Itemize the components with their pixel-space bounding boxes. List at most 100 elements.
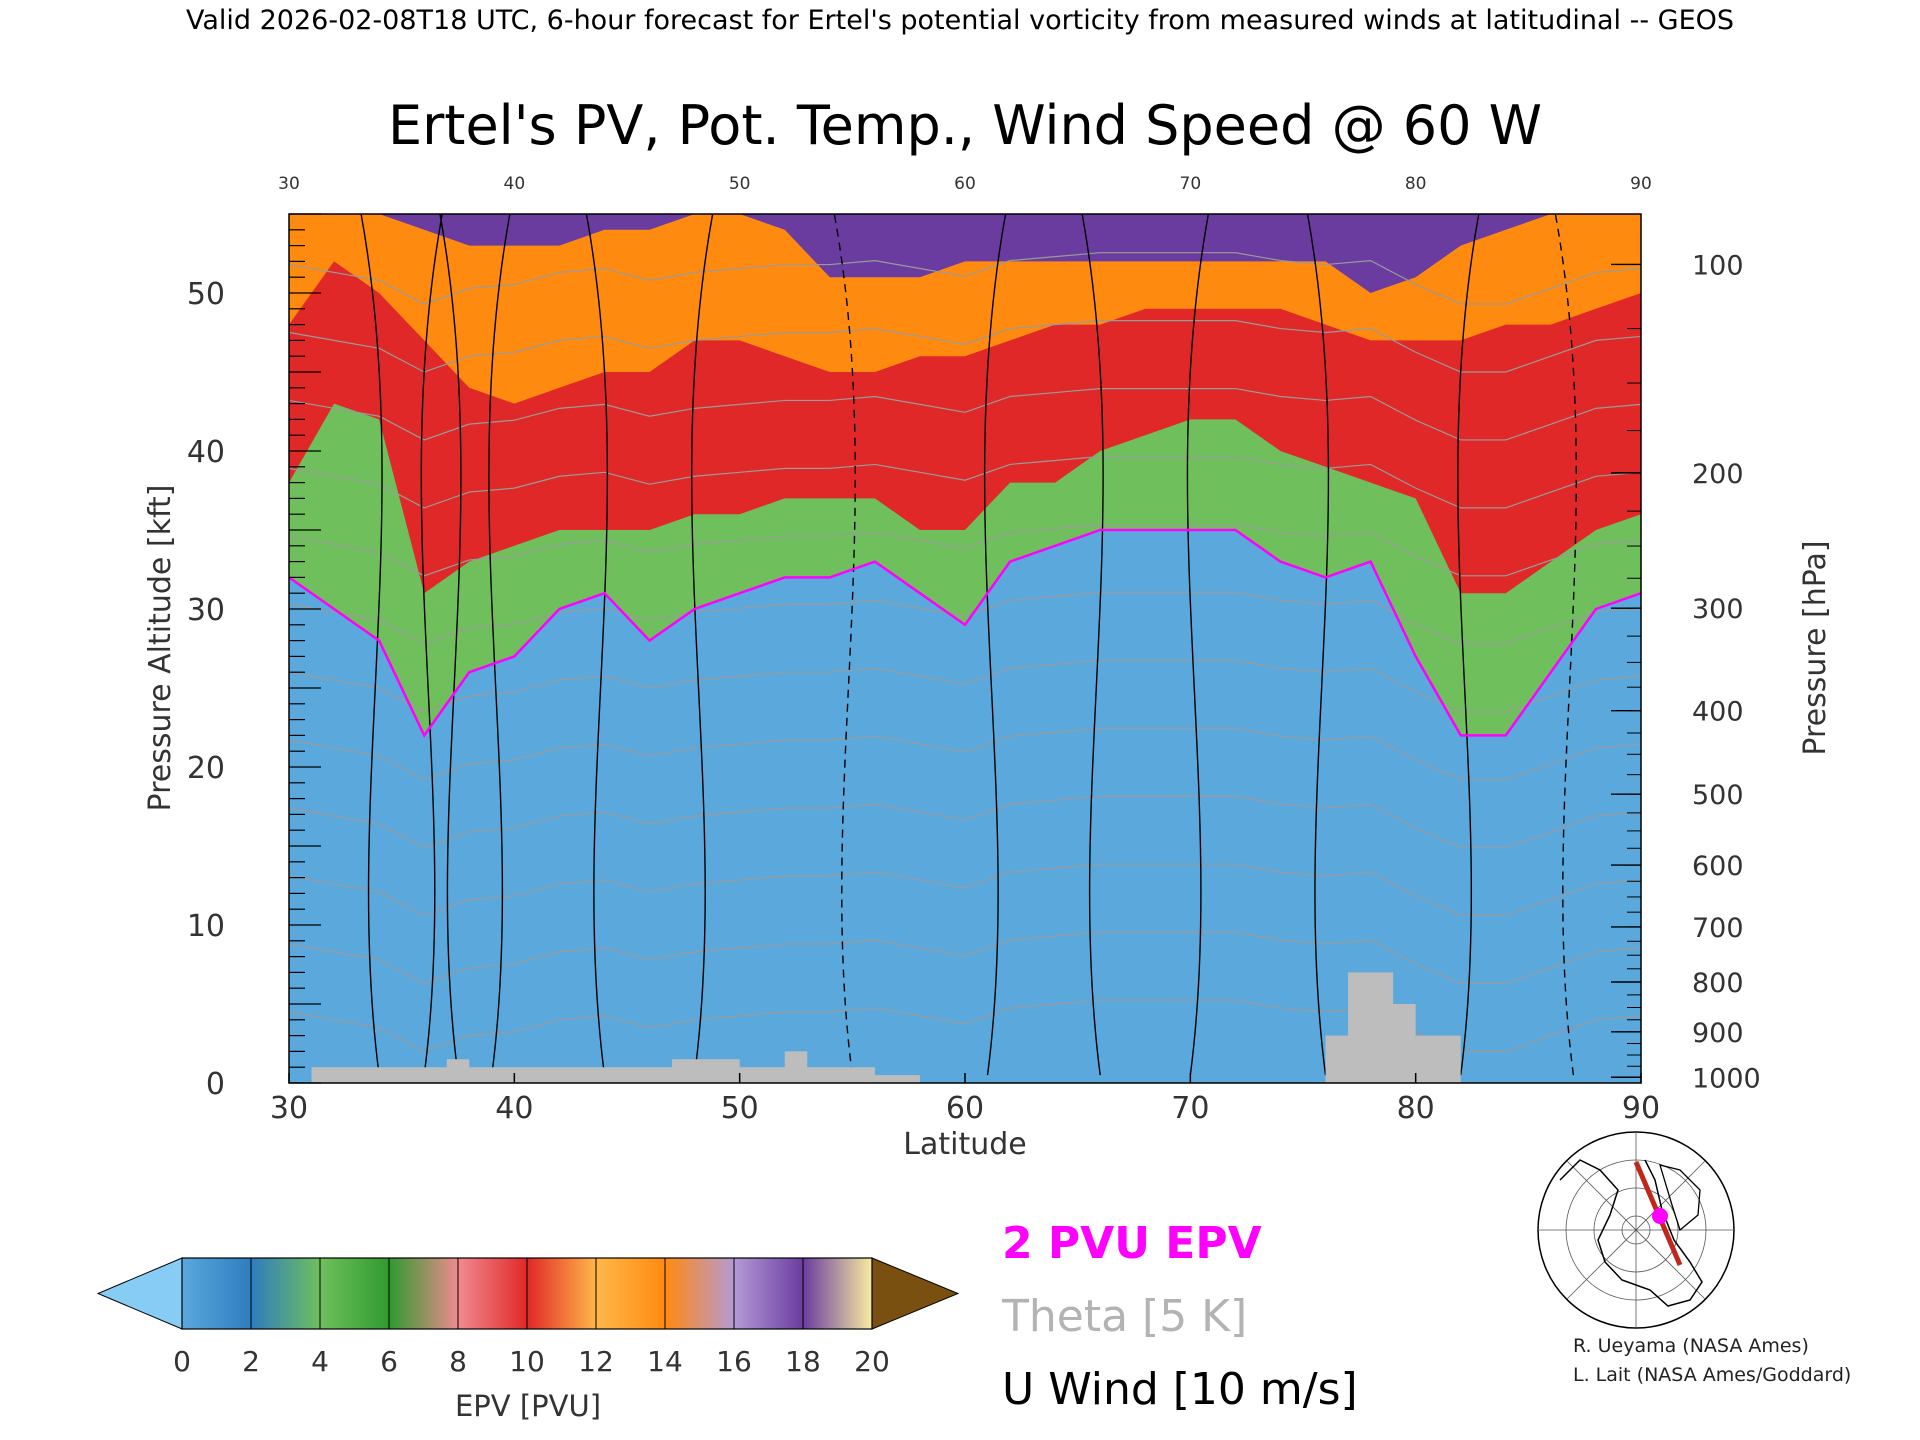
surface-terrain	[289, 972, 1641, 1083]
theta-contour-400	[289, 320, 1641, 373]
map-greenland	[1659, 1164, 1701, 1232]
legend-pv-entry: 2 PVU EPV	[1002, 1218, 1262, 1269]
u-wind-contour-2	[439, 214, 462, 1076]
y-tick-label: 30	[187, 593, 225, 628]
theta-contour-350	[289, 659, 1641, 713]
colorbar-tick-label: 6	[380, 1345, 398, 1378]
epv-colorbar	[96, 1257, 960, 1330]
u-wind-contour-8	[1081, 214, 1104, 1076]
map-location-marker	[1652, 1208, 1668, 1224]
x-axis-label: Latitude	[903, 1127, 1026, 1162]
top-x-tick-label: 40	[504, 174, 526, 194]
colorbar-tick-label: 8	[449, 1345, 467, 1378]
top-x-tick-label: 50	[729, 174, 751, 194]
y-axis-label: Pressure Altitude [kft]	[143, 485, 178, 812]
colorbar-segment	[665, 1258, 735, 1329]
x-tick-label: 90	[1622, 1091, 1660, 1126]
colorbar-over-arrow	[871, 1257, 960, 1330]
pressure-tick-label: 900	[1692, 1018, 1744, 1049]
x-tick-label: 50	[721, 1091, 759, 1126]
colorbar-frame	[181, 1257, 873, 1330]
u-wind-contours	[360, 214, 1578, 1076]
theta-contour-330	[289, 795, 1641, 849]
pressure-tick-label: 400	[1692, 697, 1744, 728]
colorbar-segment	[803, 1258, 873, 1329]
terrain-profile	[289, 972, 1641, 1083]
colorbar-segment	[182, 1258, 252, 1329]
colorbar-tick-label: 10	[509, 1345, 545, 1378]
pressure-tick-label: 200	[1692, 459, 1744, 490]
x-tick-label: 30	[270, 1091, 308, 1126]
legend: 2 PVU EPV Theta [5 K] U Wind [10 m/s]	[1001, 1218, 1358, 1415]
u-wind-contour-1	[420, 214, 443, 1076]
u-wind-contour-11	[1457, 214, 1480, 1076]
y-tick-label: 40	[187, 435, 225, 470]
top-x-tick-labels: 30 40 50 60 70 80 90	[278, 174, 1652, 194]
colorbar-tick-label: 4	[311, 1345, 329, 1378]
chart-title: Ertel's PV, Pot. Temp., Wind Speed @ 60 …	[388, 94, 1542, 157]
colorbar-tick-label: 14	[647, 1345, 683, 1378]
colorbar-segment	[389, 1258, 459, 1329]
theta-contour-410	[289, 252, 1641, 305]
colorbar-segment	[527, 1258, 597, 1329]
colorbar-segment	[458, 1258, 528, 1329]
u-wind-contour-7	[983, 214, 1007, 1076]
u-wind-contour-4	[585, 214, 609, 1076]
colorbar-tick-label: 0	[173, 1345, 191, 1378]
colorbar-tick-label: 12	[578, 1345, 614, 1378]
epv-shading	[289, 214, 1641, 736]
colorbar-segment	[320, 1258, 390, 1329]
top-x-tick-label: 90	[1630, 174, 1652, 194]
theta-contour-320	[289, 863, 1641, 917]
colorbar-tick-label: 18	[785, 1345, 821, 1378]
pressure-tick-label: 300	[1692, 594, 1744, 625]
colorbar-tick-label: 16	[716, 1345, 752, 1378]
x-tick-label: 60	[946, 1091, 984, 1126]
top-x-tick-label: 70	[1180, 174, 1202, 194]
colorbar-segment	[596, 1258, 666, 1329]
pressure-tick-label: 600	[1692, 851, 1744, 882]
pressure-tick-labels: 100 200 300 400 500 600 700 800 900 1000	[1692, 250, 1761, 1094]
x-tick-labels: 30 40 50 60 70 80 90	[270, 1091, 1660, 1126]
pressure-tick-label: 500	[1692, 780, 1744, 811]
theta-contour-340	[289, 727, 1641, 781]
pressure-tick-label: 800	[1692, 968, 1744, 999]
pressure-axis-ticks	[1611, 263, 1641, 1078]
legend-uwind-entry: U Wind [10 m/s]	[1002, 1364, 1358, 1415]
credit-line-1: R. Ueyama (NASA Ames)	[1573, 1335, 1809, 1357]
pv-2pvu-contour	[289, 528, 1641, 738]
pressure-tick-label: 1000	[1692, 1063, 1761, 1094]
y-tick-label: 50	[187, 277, 225, 312]
u-wind-contour-5	[690, 214, 714, 1076]
u-wind-contour-3	[488, 214, 511, 1076]
u-wind-contour-12	[1554, 214, 1578, 1076]
colorbar-under-arrow	[96, 1257, 183, 1330]
map-coastline	[1559, 1159, 1703, 1307]
pv-2pvu-line	[289, 528, 1641, 738]
colorbar-tick-labels: 0 2 4 6 8 10 12 14 16 18 20	[173, 1345, 890, 1378]
epv-band-16-20	[289, 214, 1641, 293]
colorbar-segment	[734, 1258, 804, 1329]
theta-contours	[289, 252, 1641, 1053]
colorbar-tick-label: 20	[854, 1345, 890, 1378]
map-graticule	[1538, 1132, 1734, 1328]
y-tick-label: 0	[206, 1067, 225, 1102]
top-x-tick-label: 60	[954, 174, 976, 194]
pressure-axis-label: Pressure [hPa]	[1798, 540, 1833, 755]
credit-line-2: L. Lait (NASA Ames/Goddard)	[1573, 1364, 1851, 1386]
x-tick-label: 70	[1171, 1091, 1209, 1126]
u-wind-contour-0	[360, 214, 383, 1076]
u-wind-contour-6	[833, 214, 856, 1076]
theta-contour-380	[289, 455, 1641, 509]
x-tick-label: 40	[495, 1091, 533, 1126]
plot-area	[288, 213, 1642, 1084]
y-tick-label: 20	[187, 751, 225, 786]
u-wind-contour-10	[1306, 214, 1330, 1076]
pressure-tick-label: 100	[1692, 250, 1744, 281]
pressure-tick-label: 700	[1692, 913, 1744, 944]
theta-contour-370	[289, 523, 1641, 577]
top-x-tick-label: 80	[1405, 174, 1427, 194]
inset-locator-map	[1537, 1131, 1735, 1329]
theta-contour-310	[289, 931, 1641, 985]
